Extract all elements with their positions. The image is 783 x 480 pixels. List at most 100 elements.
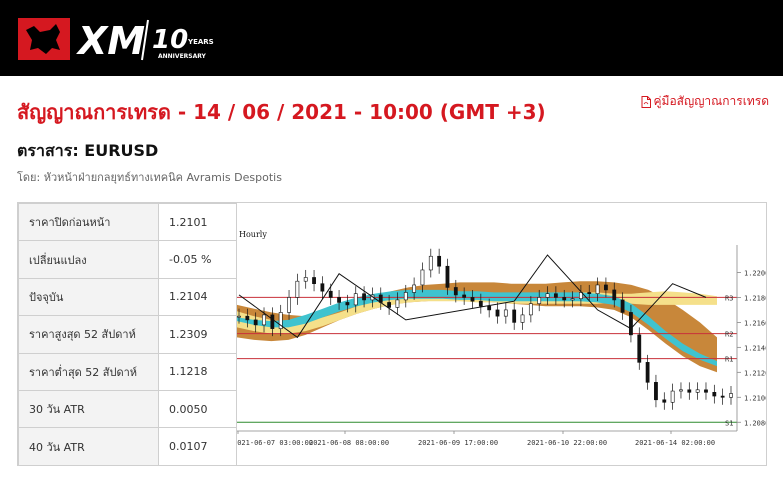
- level-label-r3: R3: [725, 294, 733, 302]
- logo-brand: XM: [76, 19, 145, 63]
- stats-value: 0.0050: [158, 389, 237, 429]
- candle-body: [495, 309, 500, 317]
- instrument-title: ตราสาร: EURUSD: [17, 141, 159, 160]
- site-header: XM 10 YEARS ANNIVERSARY: [0, 0, 783, 76]
- page-title: สัญญาณการเทรด - 14 / 06 / 2021 - 10:00 (…: [17, 100, 546, 124]
- candle-body: [654, 382, 658, 401]
- candle-body: [470, 297, 475, 302]
- zigzag-line: [238, 254, 707, 339]
- candle-body: [420, 269, 425, 286]
- candle-body: [545, 293, 550, 298]
- signals-guide-label: คู่มือสัญญาณการเทรด: [653, 94, 770, 108]
- price-chart: R3 R2 R1 S1 1.2200 1.2180 1.2160 1.2140 1.2120 1…: [237, 203, 766, 465]
- y-tick-label: 1.2160: [744, 319, 766, 327]
- stats-value: 1.2104: [158, 277, 237, 317]
- stats-value: -0.05 %: [158, 240, 237, 279]
- stats-value: 0.0107: [158, 427, 237, 466]
- candle-body: [712, 392, 717, 397]
- level-label-s1: S1: [725, 419, 733, 427]
- x-tick-label: 2021-06-14 02:00:00: [635, 439, 715, 447]
- bull-icon: [26, 24, 60, 54]
- stats-value: 1.2309: [158, 315, 237, 354]
- y-tick-label: 1.2180: [744, 294, 766, 302]
- candle-body: [687, 389, 692, 393]
- logo-anniversary: ANNIVERSARY: [158, 53, 207, 60]
- signal-panel: ราคาปิดก่อนหน้า 1.2101 เปลี่ยนแปลง -0.05…: [17, 202, 767, 466]
- candle-body: [662, 399, 667, 403]
- candle-body: [578, 292, 583, 299]
- y-tick-label: 1.2140: [744, 344, 766, 352]
- x-tick-label: 2021-06-08 08:00:00: [309, 439, 389, 447]
- candle-body: [270, 314, 275, 329]
- stats-row-current: ปัจจุบัน 1.2104: [18, 277, 237, 317]
- candle-body: [604, 284, 608, 291]
- candle-body: [353, 293, 358, 306]
- candle-body: [679, 389, 683, 392]
- candle-body: [562, 297, 567, 301]
- logo-years: YEARS: [187, 38, 214, 46]
- candle-body: [412, 284, 417, 293]
- candle-body: [503, 309, 508, 317]
- stats-row-atr-30: 30 วัน ATR 0.0050: [18, 389, 237, 429]
- x-tick-label: 2021-06-07 03:00:00: [237, 439, 313, 447]
- stats-value: 1.2101: [158, 202, 237, 242]
- stats-row-previous-close: ราคาปิดก่อนหน้า 1.2101: [18, 202, 237, 242]
- candle-body: [570, 298, 575, 301]
- level-label-r1: R1: [725, 356, 733, 364]
- author-byline: โดย: หัวหน้าฝ่ายกลยุทธ์ทางเทคนิค Avramis…: [17, 171, 282, 184]
- candle-body: [620, 299, 625, 313]
- stats-label: ปัจจุบัน: [18, 277, 159, 317]
- candle-body: [312, 277, 316, 284]
- candle-body: [395, 299, 400, 308]
- candle-body: [262, 314, 266, 326]
- stats-label: ราคาต่ำสุด 52 สัปดาห์: [18, 352, 159, 391]
- candle-body: [520, 314, 525, 323]
- candle-body: [695, 389, 700, 393]
- candle-body: [320, 283, 325, 292]
- stats-row-change: เปลี่ยนแปลง -0.05 %: [18, 240, 237, 279]
- candle-body: [453, 287, 458, 296]
- candle-body: [528, 303, 533, 316]
- candle-body: [729, 393, 733, 398]
- stats-row-atr-40: 40 วัน ATR 0.0107: [18, 427, 237, 466]
- candle-body: [537, 297, 542, 304]
- pdf-icon: [641, 95, 651, 108]
- stats-label: ราคาปิดก่อนหน้า: [18, 202, 159, 242]
- y-tick-label: 1.2120: [744, 369, 766, 377]
- candle-body: [253, 319, 258, 326]
- candle-body: [403, 292, 408, 301]
- candle-body: [587, 292, 592, 294]
- candle-body: [295, 280, 300, 298]
- x-tick-label: 2021-06-10 22:00:00: [527, 439, 607, 447]
- x-tick-label: 2021-06-09 17:00:00: [418, 439, 498, 447]
- candle-body: [612, 289, 617, 301]
- candle-body: [328, 290, 333, 298]
- candle-body: [345, 302, 350, 306]
- candle-body: [595, 284, 600, 294]
- candle-body: [637, 334, 642, 363]
- stats-row-52w-low: ราคาต่ำสุด 52 สัปดาห์ 1.1218: [18, 352, 237, 391]
- candle-body: [278, 312, 283, 329]
- candle-body: [337, 297, 341, 303]
- candle-body: [720, 395, 725, 398]
- y-tick-label: 1.2100: [744, 394, 766, 402]
- candle-body: [462, 294, 467, 298]
- candle-body: [478, 300, 483, 307]
- candle-body: [387, 302, 392, 308]
- candle-body: [704, 389, 708, 393]
- stats-row-52w-high: ราคาสูงสุด 52 สัปดาห์ 1.2309: [18, 315, 237, 354]
- xm-10-years-logo[interactable]: XM 10 YEARS ANNIVERSARY: [16, 14, 246, 64]
- level-label-r2: R2: [725, 331, 733, 339]
- stats-value: 1.1218: [158, 352, 237, 391]
- signals-guide-link[interactable]: คู่มือสัญญาณการเทรด: [641, 92, 770, 111]
- candle-body: [428, 255, 433, 271]
- stats-label: เปลี่ยนแปลง: [18, 240, 159, 279]
- stats-label: 40 วัน ATR: [18, 427, 159, 466]
- stats-label: 30 วัน ATR: [18, 389, 159, 429]
- candle-body: [645, 362, 650, 383]
- candle-body: [553, 293, 558, 298]
- y-tick-label: 1.2200: [744, 269, 766, 277]
- chart-timeframe-label: Hourly: [239, 230, 267, 239]
- candle-body: [245, 315, 250, 321]
- candle-body: [512, 309, 517, 323]
